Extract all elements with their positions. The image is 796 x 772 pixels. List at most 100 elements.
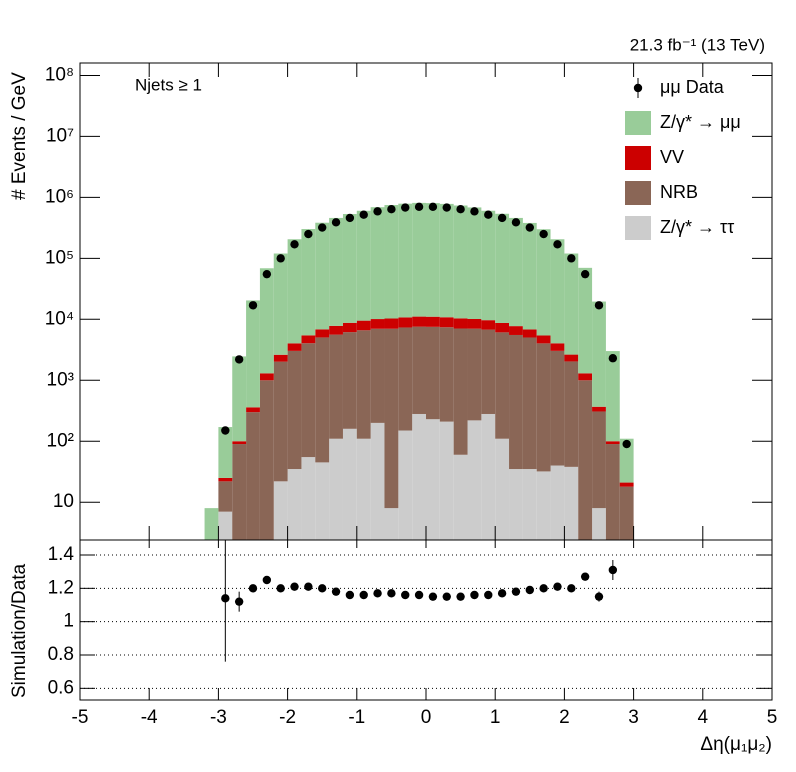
ratio-point (428, 592, 438, 601)
histogram-bar (564, 466, 579, 540)
data-point (428, 202, 438, 212)
histogram-bar (522, 329, 537, 338)
histogram-bar (439, 317, 454, 328)
histogram-bar (592, 411, 606, 509)
histogram-bar (315, 337, 330, 463)
data-point (567, 254, 576, 263)
data-point (442, 203, 451, 212)
ratio-point (387, 589, 396, 598)
data-point (414, 202, 424, 212)
data-point (608, 354, 618, 363)
x-tick-label: 0 (421, 707, 432, 728)
ratio-point (248, 584, 258, 593)
histogram-bar (536, 343, 551, 472)
histogram-bar (246, 407, 260, 413)
data-point (387, 204, 396, 214)
data-point (345, 213, 355, 223)
ratio-point (234, 597, 244, 606)
legend-label: Z/γ* → ττ (660, 217, 734, 237)
histogram-bar (315, 329, 330, 338)
histogram-bar (218, 427, 233, 478)
histogram-bar (592, 301, 606, 407)
histogram-bar (398, 203, 413, 318)
histogram-bar (273, 361, 288, 482)
histogram-bar (356, 320, 371, 331)
ratio-point (594, 592, 604, 601)
ratio-point (442, 592, 451, 601)
histogram-bar (356, 330, 371, 439)
x-tick-label: 4 (698, 707, 709, 728)
histogram-bar (218, 511, 233, 540)
ratio-point (608, 565, 618, 575)
histogram-bar (522, 222, 537, 330)
ratio-point (497, 589, 507, 598)
y-tick-label: 0.8 (48, 644, 74, 665)
x-tick-label: 3 (628, 707, 639, 728)
y-tick-label: 1.2 (48, 577, 74, 598)
main-plot (204, 202, 634, 540)
histogram-bar (453, 328, 468, 455)
histogram-bar (218, 481, 233, 512)
data-point (318, 223, 327, 232)
histogram-bar (495, 322, 510, 333)
ratio-plot (80, 540, 772, 689)
histogram-bar (204, 508, 219, 540)
histogram-bar (605, 444, 620, 540)
histogram-bar (509, 334, 523, 470)
histogram-bar (356, 210, 371, 321)
data-point (497, 213, 507, 223)
legend-swatch (625, 111, 651, 135)
histogram-bar (232, 441, 247, 445)
ratio-point (359, 590, 368, 600)
data-point (373, 207, 382, 216)
data-point (248, 301, 258, 310)
histogram-bar (522, 337, 537, 470)
x-tick-label: -2 (279, 707, 296, 728)
ratio-point (470, 590, 479, 600)
y-tick-label: 10⁸ (45, 64, 74, 85)
data-point (456, 204, 465, 214)
histogram-bar (384, 508, 399, 540)
y-tick-label: 10⁷ (46, 125, 74, 146)
y-tick-label: 10² (47, 430, 74, 451)
data-point (539, 229, 548, 239)
histogram-bar (342, 428, 357, 540)
histogram-bar (329, 217, 343, 326)
histogram-bar (329, 325, 343, 335)
data-point (470, 207, 479, 216)
data-point (511, 218, 521, 227)
histogram-bar (301, 229, 316, 336)
histogram-bar (370, 207, 385, 320)
data-point (290, 240, 299, 249)
histogram-bar (329, 334, 343, 439)
ratio-point (331, 587, 341, 596)
y-tick-label: 1 (63, 611, 74, 632)
histogram-bar (246, 412, 260, 540)
histogram-bar (467, 328, 482, 421)
ratio-point (567, 584, 576, 593)
histogram-bar (301, 343, 316, 458)
histogram-bar (315, 222, 330, 330)
histogram-bar (439, 421, 454, 540)
jet-selection-label: Njets ≥ 1 (135, 75, 202, 94)
data-point (622, 439, 631, 449)
histogram-bar (426, 316, 440, 327)
x-tick-label: 5 (767, 707, 778, 728)
histogram-bar (356, 438, 371, 540)
histogram-bar (273, 253, 288, 355)
histogram-bar (605, 441, 620, 445)
data-point (221, 426, 230, 435)
y-tick-label: 10⁶ (45, 186, 74, 207)
histogram-bar (384, 318, 399, 329)
data-point (594, 301, 604, 310)
histogram-bar (342, 322, 357, 333)
histogram-bar (550, 343, 565, 351)
ratio-point (373, 589, 382, 598)
histogram-bar (384, 328, 399, 509)
legend-swatch (625, 216, 651, 240)
data-point (262, 269, 272, 279)
ratio-point (414, 590, 424, 600)
ratio-point (221, 594, 230, 603)
histogram-bar (370, 422, 385, 540)
